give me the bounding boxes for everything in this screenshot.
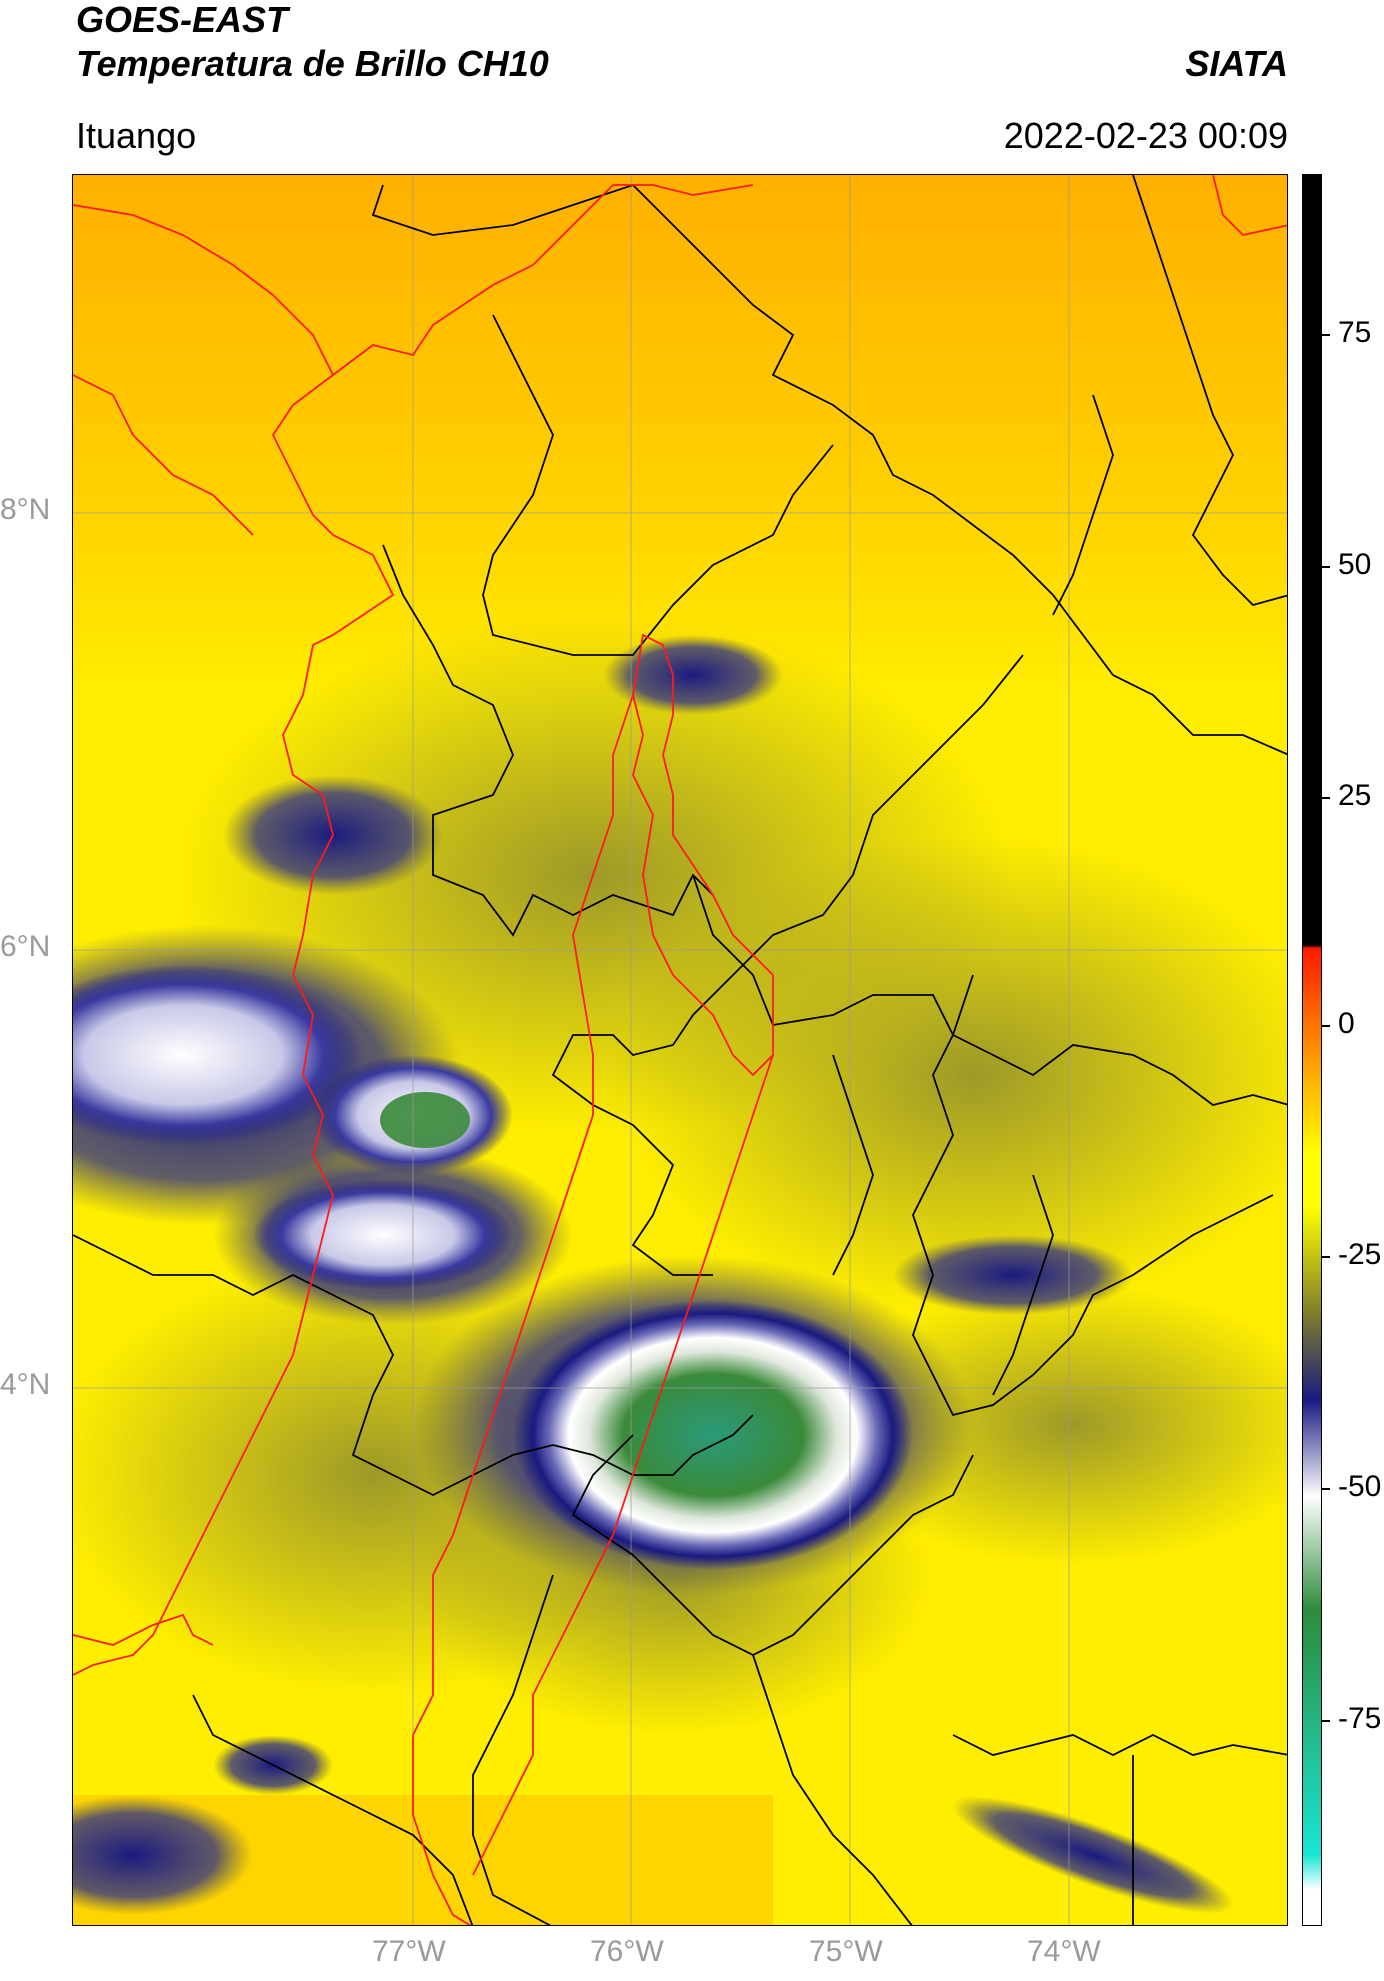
study-region-outline bbox=[412, 633, 774, 1925]
lat-label-4n: 4°N bbox=[0, 1368, 51, 1401]
colorbar-label-neg50: -50 bbox=[1338, 1470, 1382, 1503]
lon-label-77w: 77°W bbox=[372, 1935, 446, 1968]
colorbar-tick bbox=[1322, 566, 1330, 568]
storm-core bbox=[513, 1300, 913, 1570]
colorbar-tick bbox=[1322, 797, 1330, 799]
colorbar-tick bbox=[1322, 1488, 1330, 1490]
product-title: Temperatura de Brillo CH10 bbox=[76, 43, 549, 84]
lon-label-76w: 76°W bbox=[590, 1935, 664, 1968]
map-svg bbox=[73, 175, 1287, 1925]
lat-label-6n: 6°N bbox=[0, 930, 51, 963]
convective-cell bbox=[73, 965, 363, 1145]
lon-label-75w: 75°W bbox=[809, 1935, 883, 1968]
colorbar-label-75: 75 bbox=[1338, 316, 1372, 349]
colorbar-tick bbox=[1322, 1025, 1330, 1027]
colorbar-label-neg75: -75 bbox=[1338, 1702, 1382, 1735]
convective-cell bbox=[253, 1180, 513, 1290]
datetime-label: 2022-02-23 00:09 bbox=[1003, 115, 1288, 156]
satellite-map bbox=[72, 174, 1288, 1926]
location-label: Ituango bbox=[76, 115, 197, 156]
temperature-colorbar bbox=[1302, 174, 1322, 1926]
org-label: SIATA bbox=[1185, 43, 1288, 84]
lon-label-74w: 74°W bbox=[1027, 1935, 1101, 1968]
satellite-title: GOES-EAST bbox=[76, 0, 289, 40]
cloud-field bbox=[613, 835, 1287, 1315]
colorbar-label-0: 0 bbox=[1338, 1007, 1355, 1040]
lat-label-8n: 8°N bbox=[0, 493, 51, 526]
colorbar-label-50: 50 bbox=[1338, 548, 1372, 581]
colorbar-tick bbox=[1322, 334, 1330, 336]
colorbar-tick bbox=[1322, 1720, 1330, 1722]
colorbar-label-neg25: -25 bbox=[1338, 1238, 1382, 1271]
colorbar-label-25: 25 bbox=[1338, 779, 1372, 812]
coastline bbox=[73, 175, 1287, 1676]
colorbar-tick bbox=[1322, 1256, 1330, 1258]
department-boundaries bbox=[73, 175, 1287, 1925]
